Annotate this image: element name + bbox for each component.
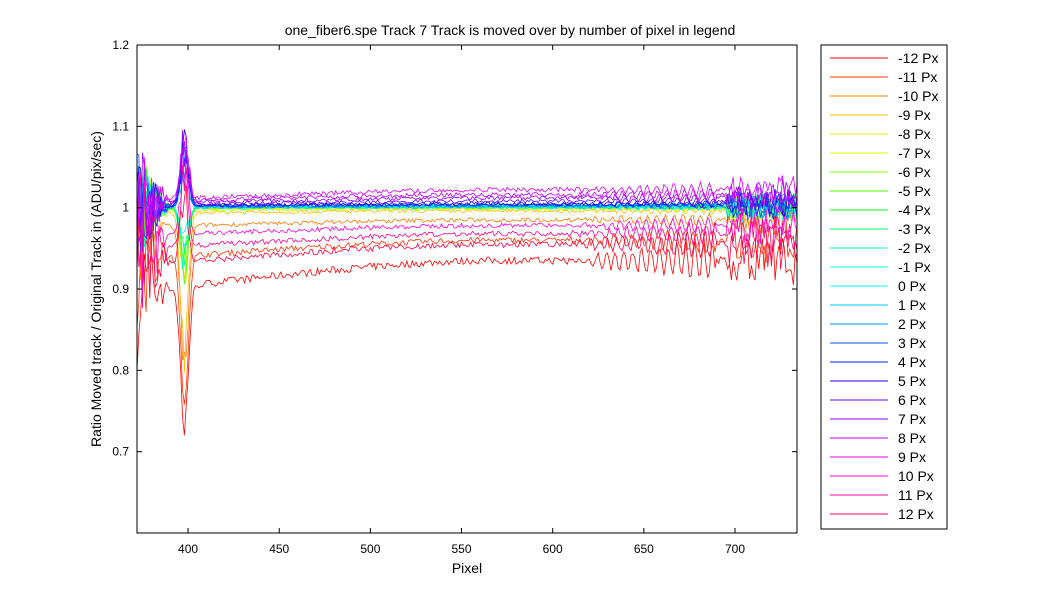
- legend-label: -2 Px: [898, 240, 931, 256]
- legend-label: 11 Px: [898, 487, 933, 503]
- axis-ticks: 400 450 500 550 600 650 700 0.7 0.8 0.9 1 1.1 1.2: [112, 38, 797, 556]
- x-tick-label: 450: [269, 542, 289, 556]
- series-line: [136, 134, 798, 244]
- series-line: [136, 147, 798, 242]
- legend-label: 10 Px: [898, 468, 934, 484]
- series-line: [136, 139, 798, 245]
- y-tick-label: 1.1: [112, 119, 129, 133]
- series-line: [136, 129, 798, 240]
- legend-label: 5 Px: [898, 373, 926, 389]
- legend-label: -9 Px: [898, 107, 931, 123]
- y-axis-label: Ratio Moved track / Original Track in (A…: [88, 131, 104, 447]
- legend-label: -10 Px: [898, 88, 938, 104]
- legend-label: -8 Px: [898, 126, 931, 142]
- legend-label: 9 Px: [898, 449, 926, 465]
- y-tick-label: 0.7: [112, 445, 129, 459]
- legend-items: -12 Px -11 Px -10 Px -9 Px -8 Px -7 Px -6 Px -5…: [830, 50, 938, 522]
- x-tick-label: 400: [178, 542, 198, 556]
- y-tick-label: 1.2: [112, 38, 129, 52]
- legend-label: -1 Px: [898, 259, 931, 275]
- x-tick-label: 700: [725, 542, 745, 556]
- legend-label: 12 Px: [898, 506, 934, 522]
- x-tick-label: 650: [634, 542, 654, 556]
- plot-lines: [136, 129, 798, 436]
- y-tick-label: 1: [122, 201, 129, 215]
- legend-label: 0 Px: [898, 278, 926, 294]
- legend-label: 1 Px: [898, 297, 926, 313]
- legend-label: -4 Px: [898, 202, 931, 218]
- legend-label: -5 Px: [898, 183, 931, 199]
- series-line: [136, 185, 798, 299]
- legend-label: 7 Px: [898, 411, 926, 427]
- legend-label: -3 Px: [898, 221, 931, 237]
- y-tick-label: 0.9: [112, 282, 129, 296]
- x-tick-label: 500: [360, 542, 380, 556]
- series-line: [136, 164, 798, 291]
- x-axis-label: Pixel: [452, 560, 482, 576]
- legend-label: 3 Px: [898, 335, 926, 351]
- legend-label: 6 Px: [898, 392, 926, 408]
- chart-title: one_fiber6.spe Track 7 Track is moved ov…: [285, 22, 736, 38]
- y-tick-label: 0.8: [112, 363, 129, 377]
- legend-label: -12 Px: [898, 50, 938, 66]
- series-line: [136, 182, 798, 360]
- legend-label: 4 Px: [898, 354, 926, 370]
- x-tick-label: 550: [452, 542, 472, 556]
- legend: [820, 44, 948, 530]
- series-line: [136, 165, 798, 309]
- legend-label: -6 Px: [898, 164, 931, 180]
- series-line: [136, 161, 798, 281]
- legend-label: 8 Px: [898, 430, 926, 446]
- legend-label: 2 Px: [898, 316, 926, 332]
- series-line: [136, 238, 798, 436]
- legend-label: -11 Px: [898, 69, 937, 85]
- series-line: [136, 217, 798, 405]
- x-tick-label: 600: [543, 542, 563, 556]
- legend-label: -7 Px: [898, 145, 931, 161]
